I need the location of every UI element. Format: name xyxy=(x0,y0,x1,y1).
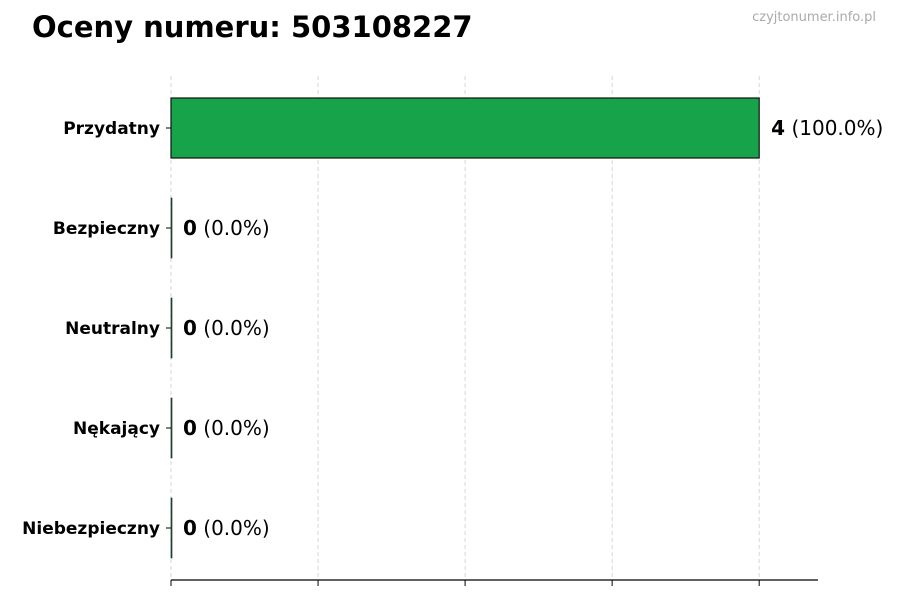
data-label-count: 0 xyxy=(183,316,197,340)
data-label-percent: (0.0%) xyxy=(197,316,270,340)
category-label: Przydatny xyxy=(63,119,160,139)
category-label: Nękający xyxy=(73,419,160,439)
bar xyxy=(170,397,173,459)
data-label: 4 (100.0%) xyxy=(771,116,883,140)
data-label-percent: (0.0%) xyxy=(197,216,270,240)
category-label: Niebezpieczny xyxy=(22,519,160,539)
data-label: 0 (0.0%) xyxy=(183,416,270,440)
category-label: Bezpieczny xyxy=(53,219,160,239)
data-label-percent: (0.0%) xyxy=(197,416,270,440)
data-label-count: 0 xyxy=(183,416,197,440)
bar xyxy=(170,297,173,359)
bar xyxy=(170,97,760,159)
data-label: 0 (0.0%) xyxy=(183,516,270,540)
data-label-percent: (100.0%) xyxy=(785,116,883,140)
watermark: czyjtonumer.info.pl xyxy=(752,10,876,25)
data-label-count: 0 xyxy=(183,516,197,540)
data-label-percent: (0.0%) xyxy=(197,516,270,540)
bar xyxy=(170,497,173,559)
bar xyxy=(170,197,173,259)
data-label-count: 0 xyxy=(183,216,197,240)
data-label: 0 (0.0%) xyxy=(183,216,270,240)
chart-title: Oceny numeru: 503108227 xyxy=(32,10,473,44)
category-label: Neutralny xyxy=(65,319,160,339)
data-label: 0 (0.0%) xyxy=(183,316,270,340)
data-label-count: 4 xyxy=(771,116,785,140)
